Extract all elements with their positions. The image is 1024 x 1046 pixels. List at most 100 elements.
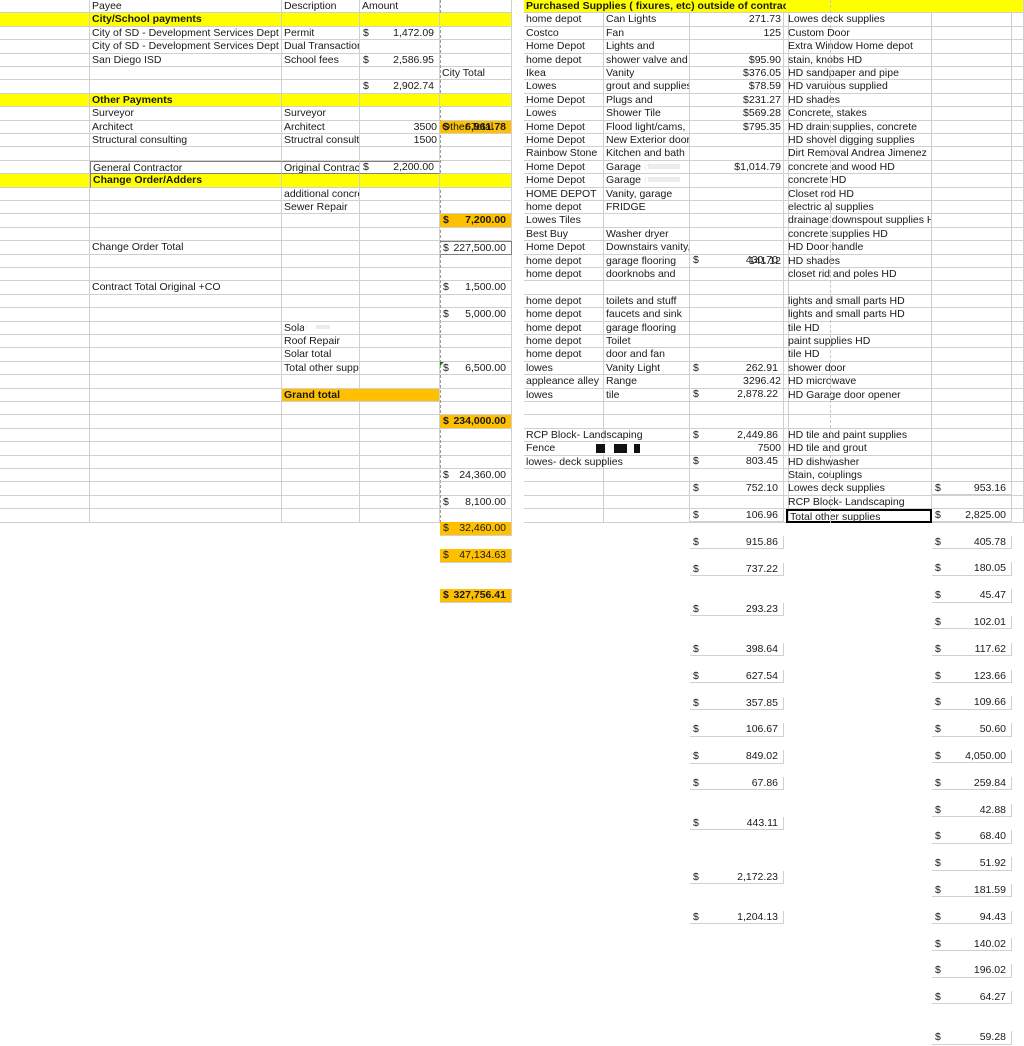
supply-amount-cell[interactable]: 271.73 [690, 13, 784, 27]
supply-item-cell-b[interactable]: lights and small parts HD [786, 308, 932, 322]
grid-cell[interactable] [524, 469, 604, 483]
supply-item-cell-b[interactable]: Dirt Removal Andrea Jimenez [786, 147, 932, 161]
general-contractor-label[interactable]: General Contractor [90, 160, 282, 175]
grid-cell[interactable] [90, 402, 282, 416]
grid-cell[interactable] [0, 107, 90, 121]
supply-amount-cell[interactable] [690, 415, 784, 429]
supply-item-cell-b[interactable]: HD dishwasher [786, 455, 932, 469]
grid-cell[interactable] [282, 415, 360, 429]
grid-cell[interactable] [604, 482, 690, 496]
grid-cell[interactable] [932, 227, 1012, 242]
grid-cell[interactable] [90, 294, 282, 309]
grid-cell[interactable] [282, 428, 360, 443]
grid-cell[interactable] [932, 415, 1012, 429]
grid-cell[interactable] [690, 134, 784, 148]
grid-cell[interactable] [690, 241, 784, 255]
grid-cell[interactable] [690, 40, 784, 54]
grid-cell[interactable] [932, 469, 1012, 483]
supply-item-cell-b[interactable]: HD shades [786, 254, 932, 268]
grid-cell[interactable] [0, 214, 90, 228]
grid-cell[interactable] [1012, 53, 1024, 67]
supply-amount-cell[interactable]: $627.54 [690, 669, 784, 684]
grand-total-label[interactable]: Grand total [282, 388, 440, 402]
supply-amount-cell-b[interactable]: $953.16 [932, 482, 1012, 496]
grid-cell[interactable] [932, 308, 1012, 322]
supply-item-cell-b[interactable]: drainage downspout supplies HD [786, 214, 932, 228]
supply-amount-cell-b[interactable]: $94.43 [932, 910, 1012, 925]
grid-cell[interactable] [90, 455, 282, 469]
supply-vendor-cell[interactable]: home depot [524, 13, 604, 27]
grid-cell[interactable] [932, 375, 1012, 389]
supply-item-cell[interactable]: tile [604, 388, 690, 402]
supply-item-cell-b[interactable]: Custom Door [786, 26, 932, 41]
grid-cell[interactable] [0, 482, 90, 496]
section-banner-city[interactable] [282, 13, 360, 27]
supply-item-cell-b[interactable]: HD shades [786, 93, 932, 108]
grid-cell[interactable] [690, 268, 784, 282]
grid-cell[interactable] [90, 428, 282, 443]
section-banner-city[interactable] [360, 13, 440, 27]
supply-vendor-cell[interactable]: home depot [524, 201, 604, 215]
grid-cell[interactable] [1012, 361, 1024, 376]
grid-cell[interactable] [360, 455, 440, 469]
grid-cell[interactable] [690, 495, 784, 510]
supply-vendor-cell[interactable]: Home Depot [524, 160, 604, 175]
grid-cell[interactable] [440, 402, 512, 416]
summary-label[interactable]: Total other supplies [282, 361, 360, 376]
grid-cell[interactable] [90, 187, 282, 201]
grid-cell[interactable] [282, 227, 360, 242]
grid-cell[interactable] [0, 335, 90, 349]
grid-cell[interactable] [1012, 308, 1024, 322]
grid-cell[interactable] [360, 187, 440, 201]
supply-amount-cell-b[interactable]: $140.02 [932, 937, 1012, 951]
supply-amount-cell[interactable]: $2,878.22 [690, 388, 784, 402]
supply-item-cell-b[interactable]: stain, knobs HD [786, 53, 932, 67]
grid-cell[interactable] [932, 388, 1012, 402]
grid-cell[interactable] [604, 509, 690, 523]
supply-vendor-cell[interactable]: Best Buy [524, 227, 604, 242]
supply-item-cell[interactable]: doorknobs and [604, 268, 690, 282]
grid-cell[interactable] [932, 428, 1012, 443]
grid-cell[interactable] [1012, 26, 1024, 41]
section-banner-other[interactable]: Other Payments [90, 93, 282, 108]
grid-cell[interactable] [1012, 107, 1024, 121]
grid-cell[interactable] [932, 26, 1012, 41]
supply-amount-cell[interactable]: $2,172.23 [690, 870, 784, 885]
grid-cell[interactable] [282, 241, 360, 255]
supply-amount-cell-b[interactable]: $117.62 [932, 642, 1012, 657]
grid-cell[interactable] [282, 375, 360, 389]
supply-amount-cell[interactable] [690, 402, 784, 416]
payee-cell[interactable]: City of SD - Development Services Dept [90, 26, 282, 41]
supply-item-cell-b[interactable]: Closet rod HD [786, 187, 932, 201]
supply-amount-cell-b[interactable]: $405.78 [932, 535, 1012, 550]
city-total-value[interactable]: $6,961.78 [440, 120, 512, 134]
grid-cell[interactable] [932, 335, 1012, 349]
supply-amount-cell[interactable]: $293.23 [690, 602, 784, 617]
section-banner-other[interactable] [282, 93, 360, 108]
summary-label[interactable]: Solar total [282, 348, 360, 362]
original-contract-value[interactable]: $227,500.00 [440, 241, 512, 255]
supply-amount-cell-b[interactable]: $259.84 [932, 776, 1012, 791]
supply-amount-cell[interactable]: $357.85 [690, 696, 784, 710]
grid-cell[interactable] [0, 147, 90, 161]
summary-amount[interactable]: $47,134.63 [440, 549, 512, 563]
supply-amount-cell-b[interactable]: $123.66 [932, 669, 1012, 683]
grid-cell[interactable] [0, 241, 90, 255]
supply-item-cell[interactable]: Plugs and [604, 93, 690, 108]
grid-cell[interactable] [90, 469, 282, 483]
grid-cell[interactable] [90, 495, 282, 510]
supply-item-cell[interactable]: Range [604, 375, 690, 389]
section-banner-other[interactable] [440, 93, 512, 108]
supply-item-cell-b[interactable]: shower door [786, 361, 932, 376]
grid-cell[interactable] [932, 294, 1012, 309]
grid-cell[interactable] [360, 375, 440, 389]
amount-cell[interactable]: 1500 [360, 134, 440, 148]
grid-cell[interactable] [440, 80, 512, 94]
grid-cell[interactable] [0, 402, 90, 416]
supply-amount-cell[interactable]: $106.67 [690, 723, 784, 737]
grid-cell[interactable] [690, 469, 784, 483]
grid-cell[interactable] [90, 201, 282, 215]
supply-item-cell-b[interactable]: closet rid and poles HD [786, 268, 932, 282]
grid-cell[interactable] [0, 442, 90, 456]
grid-cell[interactable] [1012, 375, 1024, 389]
